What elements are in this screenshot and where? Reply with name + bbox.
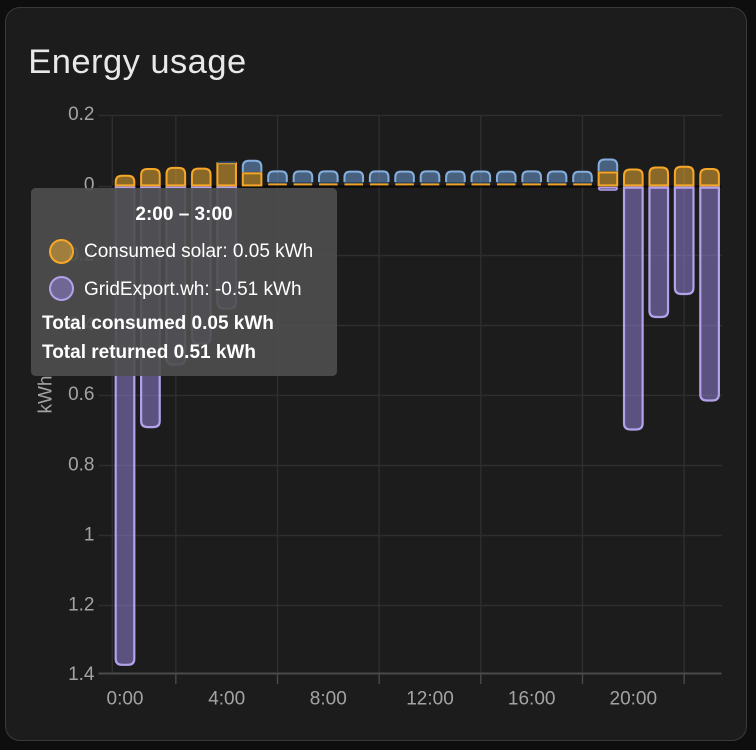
svg-text:16:00: 16:00 [508,689,556,710]
svg-text:0: 0 [84,174,95,195]
svg-text:1: 1 [84,524,95,545]
svg-text:0:00: 0:00 [107,689,144,710]
svg-text:12:00: 12:00 [406,689,454,710]
svg-text:kWh: kWh [36,376,57,414]
svg-text:4:00: 4:00 [208,689,245,710]
svg-text:1.4: 1.4 [68,664,95,685]
svg-text:0.6: 0.6 [68,384,94,405]
svg-text:20:00: 20:00 [610,689,658,710]
svg-text:1.2: 1.2 [68,594,94,615]
svg-text:0.8: 0.8 [68,454,94,475]
svg-text:0.2: 0.2 [68,104,94,125]
svg-text:8:00: 8:00 [310,689,347,710]
